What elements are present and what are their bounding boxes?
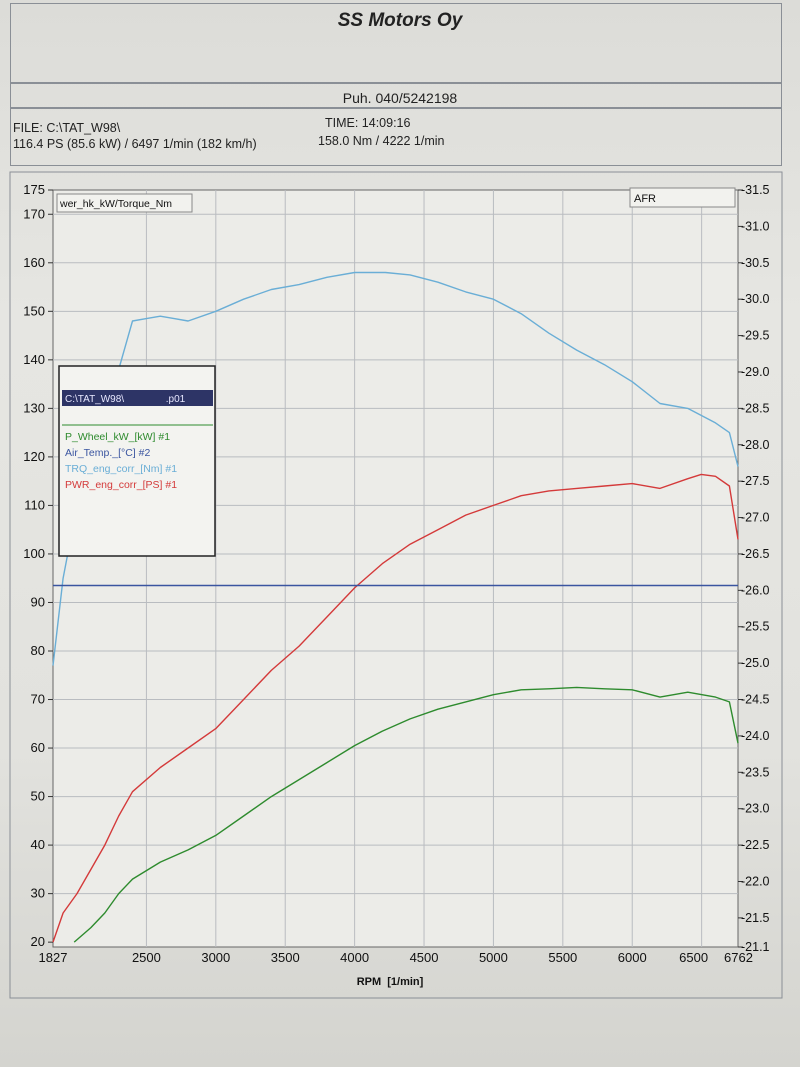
- grid-lines: [53, 190, 738, 947]
- x-tick-label: 3000: [201, 950, 230, 965]
- left-tick-label: 110: [24, 497, 45, 512]
- right-tick-label: -29.0: [741, 365, 770, 379]
- left-tick-label: 160: [23, 255, 45, 270]
- right-tick-label: -25.0: [741, 656, 770, 670]
- max-power-summary: 116.4 PS (85.6 kW) / 6497 1/min (182 km/…: [13, 137, 257, 151]
- right-tick-label: -31.5: [741, 183, 770, 197]
- left-tick-label: 70: [31, 692, 45, 707]
- company-name: SS Motors Oy: [337, 10, 463, 31]
- right-tick-label: -27.0: [741, 511, 770, 525]
- right-axis-label: AFR: [634, 193, 656, 205]
- right-axis-label-box: [629, 187, 736, 208]
- legend-entry: P_Wheel_kW_[kW] #1: [65, 431, 170, 443]
- x-tick-label: 5000: [479, 950, 508, 965]
- x-tick-label: 4000: [340, 950, 369, 965]
- right-tick-label: -22.5: [741, 838, 770, 852]
- right-tick-label: -25.5: [741, 620, 770, 634]
- series-layer: [52, 271, 739, 943]
- right-y-axis: -31.5 -31.0 -30.5 -30.0 -29.5 -29.0 -28.5 -28.0…: [738, 183, 770, 954]
- right-tick-label: -28.5: [741, 401, 770, 415]
- legend-entry: PWR_eng_corr_[PS] #1: [65, 479, 177, 491]
- plot-area: [52, 189, 739, 948]
- left-tick-label: 60: [31, 740, 45, 755]
- test-time: TIME: 14:09:16: [325, 116, 411, 130]
- left-y-axis: 175 170 160 150 140 130 120 110 100 90 80 70 60 50 40 3…: [23, 182, 53, 949]
- series-line: [52, 473, 739, 943]
- max-torque-summary: 158.0 Nm / 4222 1/min: [318, 134, 445, 148]
- left-axis-label-box: [56, 193, 193, 213]
- title-box: [10, 3, 782, 84]
- legend-header: C:\TAT_W98\ .p01: [65, 394, 186, 405]
- left-tick-label: 170: [23, 206, 45, 221]
- left-tick-label: 40: [31, 837, 45, 852]
- left-tick-label: 130: [23, 400, 45, 415]
- left-axis-label: wer_hk_kW/Torque_Nm: [59, 198, 172, 210]
- right-tick-label: -31.0: [741, 219, 770, 233]
- x-tick-label: 2500: [132, 950, 161, 965]
- x-axis: 1827 2500 3000 3500 4000 4500 5000 5500 6000 6500…: [39, 950, 753, 965]
- right-tick-label: -26.5: [741, 547, 770, 561]
- x-tick-label: 6500: [679, 950, 708, 965]
- legend-entry: TRQ_eng_corr_[Nm] #1: [65, 463, 177, 475]
- right-tick-label: -27.5: [741, 474, 770, 488]
- left-tick-label: 20: [31, 934, 45, 949]
- right-tick-label: -22.0: [741, 874, 770, 888]
- chart-outer-frame: [9, 171, 783, 999]
- left-tick-label: 50: [31, 789, 45, 804]
- right-tick-label: -24.5: [741, 693, 770, 707]
- left-tick-label: 150: [23, 303, 45, 318]
- x-axis-label: RPM [1/min]: [357, 976, 424, 988]
- right-tick-label: -23.0: [741, 802, 770, 816]
- x-tick-label: 6000: [618, 950, 647, 965]
- x-tick-label: 4500: [410, 950, 439, 965]
- right-tick-label: -21.1: [741, 940, 770, 954]
- series-line: [52, 271, 739, 666]
- info-box: [10, 107, 782, 166]
- legend-entry: Air_Temp._[°C] #2: [65, 447, 150, 459]
- series-line: [73, 686, 739, 943]
- x-tick-label: 1827: [39, 950, 68, 965]
- right-tick-label: -21.5: [741, 911, 770, 925]
- right-tick-label: -24.0: [741, 729, 770, 743]
- right-tick-label: -30.0: [741, 292, 770, 306]
- legend-box: C:\TAT_W98\ .p01 P_Wheel_kW_[kW] #1 Air_…: [58, 365, 216, 557]
- right-tick-label: -29.5: [741, 329, 770, 343]
- x-tick-label: 6762: [724, 950, 753, 965]
- right-tick-label: -26.0: [741, 583, 770, 597]
- x-tick-label: 5500: [548, 950, 577, 965]
- right-tick-label: -23.5: [741, 765, 770, 779]
- phone-box: [10, 82, 782, 109]
- right-tick-label: -28.0: [741, 438, 770, 452]
- left-tick-label: 90: [31, 594, 45, 609]
- left-tick-label: 140: [23, 352, 45, 367]
- phone-number: Puh. 040/5242198: [342, 90, 458, 106]
- left-tick-label: 80: [31, 643, 45, 658]
- left-tick-label: 175: [23, 182, 45, 197]
- left-tick-label: 120: [23, 449, 45, 464]
- file-path: FILE: C:\TAT_W98\: [13, 121, 121, 135]
- x-tick-label: 3500: [271, 950, 300, 965]
- left-tick-label: 100: [23, 546, 45, 561]
- right-tick-label: -30.5: [741, 256, 770, 270]
- left-tick-label: 30: [31, 886, 45, 901]
